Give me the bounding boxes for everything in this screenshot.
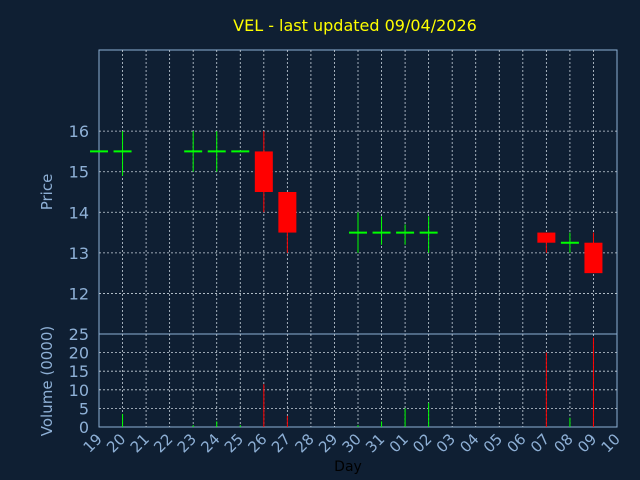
day-tick-label: 21 (127, 430, 153, 456)
day-tick-label: 24 (197, 430, 223, 456)
volume-tick-label: 15 (69, 362, 89, 381)
price-tick-label: 12 (69, 284, 89, 303)
day-tick-label: 03 (433, 430, 459, 456)
day-tick-label: 09 (574, 430, 600, 456)
day-axis: 1920212223242526272829303101020304050607… (80, 430, 624, 456)
candle-body (537, 232, 556, 243)
day-tick-label: 07 (527, 430, 553, 456)
day-tick-label: 20 (103, 430, 129, 456)
price-series (90, 131, 603, 274)
day-tick-label: 31 (362, 430, 388, 456)
volume-tick-label: 10 (69, 381, 89, 400)
candle-body (584, 242, 603, 274)
day-tick-label: 25 (221, 430, 247, 456)
price-axis: 12 13 14 15 16 (69, 122, 89, 303)
day-tick-label: 10 (598, 430, 624, 456)
day-tick-label: 02 (409, 430, 435, 456)
day-axis-label: Day (334, 459, 362, 475)
price-tick-label: 15 (69, 163, 89, 182)
volume-tick-label: 25 (69, 325, 89, 344)
day-tick-label: 23 (174, 430, 200, 456)
volume-axis-label: Volume (0000) (38, 326, 56, 436)
price-axis-label: Price (38, 174, 56, 211)
day-tick-label: 01 (386, 430, 412, 456)
price-tick-label: 14 (69, 203, 89, 222)
day-tick-label: 26 (244, 430, 270, 456)
day-tick-label: 04 (456, 430, 482, 456)
day-tick-label: 29 (315, 430, 341, 456)
day-tick-label: 06 (503, 430, 529, 456)
day-tick-label: 28 (292, 430, 318, 456)
day-tick-label: 05 (480, 430, 506, 456)
volume-tick-label: 0 (79, 418, 89, 437)
grid (99, 50, 617, 427)
day-tick-label: 27 (268, 430, 294, 456)
volume-tick-label: 5 (79, 399, 89, 418)
day-tick-label: 08 (551, 430, 577, 456)
day-tick-label: 22 (150, 430, 176, 456)
volume-series (122, 337, 594, 427)
day-tick-label: 30 (339, 430, 365, 456)
candle-body (254, 151, 273, 192)
price-tick-label: 16 (69, 122, 89, 141)
price-tick-label: 13 (69, 244, 89, 263)
chart-title: VEL - last updated 09/04/2026 (233, 16, 477, 35)
volume-tick-label: 20 (69, 344, 89, 363)
candle-body (278, 192, 297, 233)
